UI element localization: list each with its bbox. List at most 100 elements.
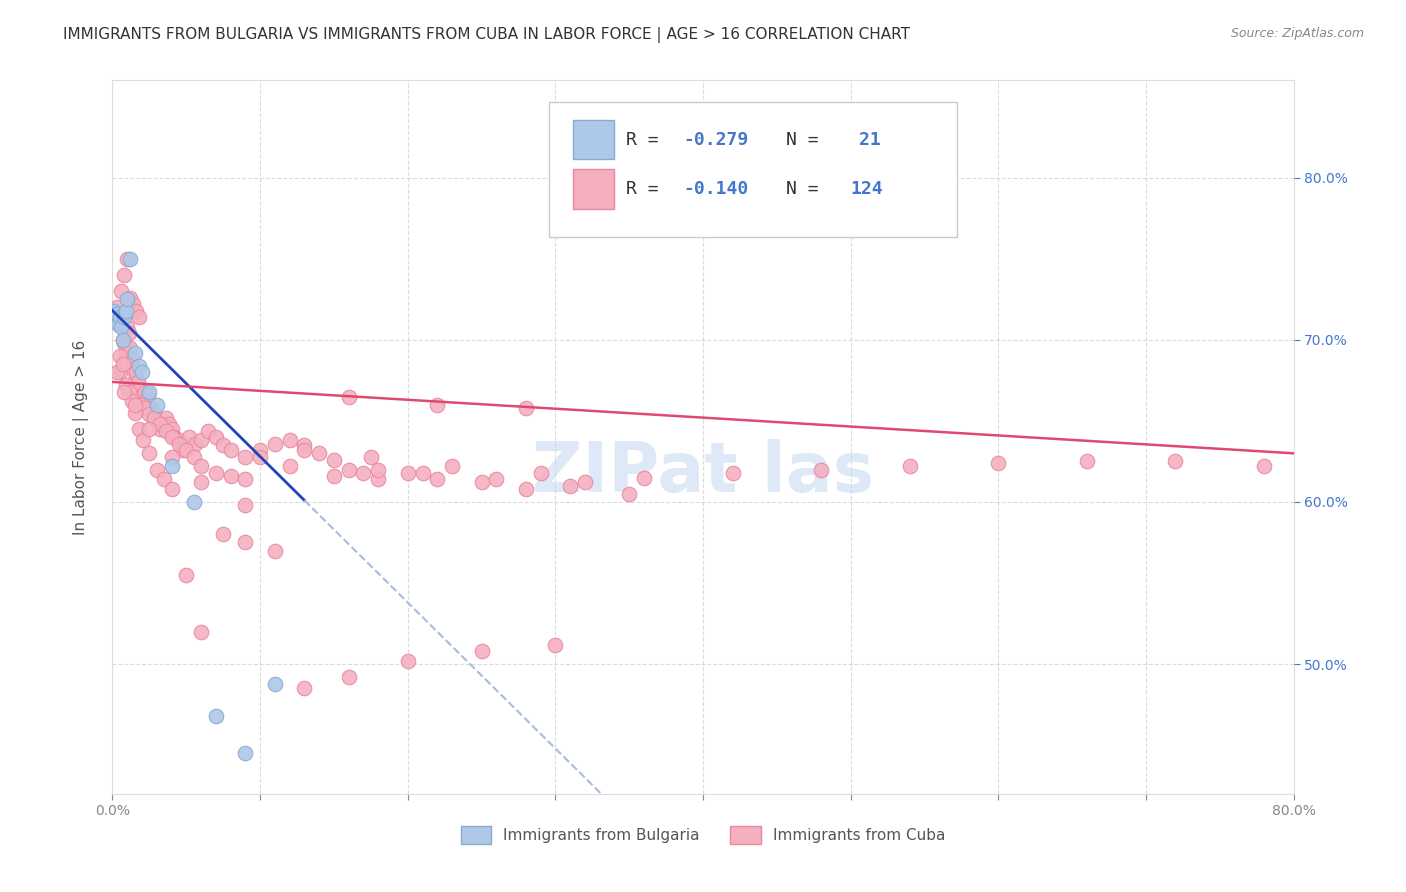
FancyBboxPatch shape	[550, 102, 957, 237]
Point	[172, 443, 194, 458]
Point	[529, 466, 551, 480]
Text: Source: ZipAtlas.com: Source: ZipAtlas.com	[1230, 27, 1364, 40]
Point	[249, 450, 271, 464]
Point	[190, 459, 212, 474]
Text: IMMIGRANTS FROM BULGARIA VS IMMIGRANTS FROM CUBA IN LABOR FORCE | AGE > 16 CORRE: IMMIGRANTS FROM BULGARIA VS IMMIGRANTS F…	[63, 27, 910, 43]
Point	[898, 459, 921, 474]
Point	[179, 430, 201, 444]
Point	[558, 479, 582, 493]
Point	[132, 434, 155, 448]
Point	[122, 362, 145, 376]
Text: 21: 21	[859, 130, 880, 148]
Point	[107, 317, 129, 331]
Point	[105, 301, 128, 315]
Point	[105, 307, 128, 321]
Point	[212, 438, 235, 452]
Point	[1164, 454, 1187, 468]
Point	[108, 349, 131, 363]
Point	[142, 408, 165, 422]
Point	[352, 466, 374, 480]
Point	[128, 390, 150, 404]
Point	[138, 408, 160, 422]
Point	[128, 310, 150, 324]
Text: -0.279: -0.279	[683, 130, 748, 148]
Point	[108, 365, 131, 379]
Text: 124: 124	[851, 180, 883, 198]
Point	[121, 352, 143, 367]
Point	[160, 450, 183, 464]
Point	[249, 443, 271, 458]
Point	[633, 470, 655, 484]
Point	[138, 422, 160, 436]
Point	[308, 446, 330, 460]
Point	[127, 375, 149, 389]
Point	[112, 336, 135, 351]
Point	[163, 430, 186, 444]
Point	[139, 401, 162, 415]
Point	[142, 410, 165, 425]
Point	[138, 384, 160, 399]
Legend: Immigrants from Bulgaria, Immigrants from Cuba: Immigrants from Bulgaria, Immigrants fro…	[454, 820, 952, 850]
Text: ZIPat las: ZIPat las	[531, 439, 875, 507]
Point	[278, 459, 301, 474]
Point	[111, 333, 134, 347]
Point	[124, 406, 146, 420]
Point	[114, 345, 136, 359]
Point	[396, 466, 419, 480]
Point	[205, 466, 228, 480]
Point	[619, 487, 641, 501]
Point	[810, 462, 832, 476]
Point	[124, 373, 146, 387]
Point	[149, 417, 172, 431]
Text: -0.140: -0.140	[683, 180, 748, 198]
Point	[160, 422, 183, 436]
Point	[121, 394, 143, 409]
Point	[1076, 454, 1098, 468]
Point	[155, 410, 177, 425]
Point	[233, 498, 256, 512]
Point	[292, 438, 315, 452]
Point	[118, 384, 141, 399]
Point	[104, 313, 127, 327]
Point	[574, 475, 596, 490]
Bar	[574, 120, 614, 159]
Point	[219, 469, 242, 483]
Point	[205, 430, 228, 444]
Point	[128, 359, 150, 373]
Point	[470, 644, 494, 658]
Point	[323, 452, 346, 467]
Point	[146, 398, 169, 412]
Point	[233, 472, 256, 486]
Point	[264, 543, 287, 558]
Point	[110, 319, 132, 334]
Point	[134, 384, 156, 399]
Text: N =: N =	[786, 180, 830, 198]
Point	[190, 475, 212, 490]
Point	[149, 422, 172, 436]
Text: R =: R =	[626, 130, 669, 148]
Point	[157, 417, 180, 431]
Point	[411, 466, 433, 480]
Point	[114, 378, 136, 392]
Point	[337, 390, 360, 404]
Point	[103, 303, 125, 318]
Point	[138, 446, 160, 460]
Point	[987, 456, 1010, 470]
Point	[337, 670, 360, 684]
Point	[124, 398, 146, 412]
Bar	[574, 169, 614, 209]
Point	[396, 654, 419, 668]
Point	[112, 268, 135, 282]
Point	[117, 292, 138, 306]
Point	[367, 462, 389, 476]
Point	[167, 436, 190, 450]
Point	[441, 459, 464, 474]
Point	[233, 747, 256, 761]
Point	[1253, 459, 1275, 474]
Point	[155, 424, 177, 438]
Point	[183, 495, 205, 509]
Point	[112, 384, 135, 399]
Point	[485, 472, 508, 486]
Point	[117, 252, 138, 266]
Point	[219, 443, 242, 458]
